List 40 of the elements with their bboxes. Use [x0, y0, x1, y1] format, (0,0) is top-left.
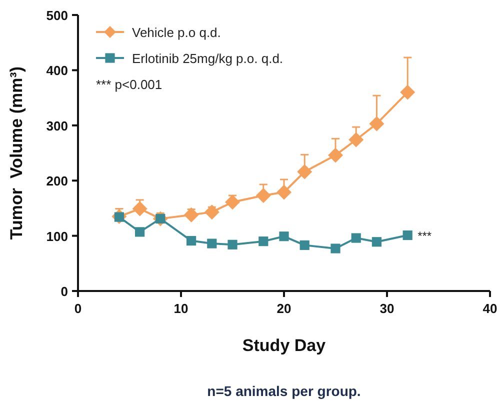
x-axis-title: Study Day — [242, 336, 326, 355]
point — [300, 240, 310, 250]
y-tick-label: 200 — [46, 174, 68, 189]
y-tick-label: 500 — [46, 8, 68, 23]
x-tick-label: 20 — [276, 301, 292, 316]
point — [297, 164, 312, 180]
legend-label: Erlotinib 25mg/kg p.o. q.d. — [132, 51, 284, 66]
y-axis-title: Tumor Volume (mm³) — [7, 66, 26, 240]
point — [330, 244, 340, 254]
y-tick-label: 0 — [60, 284, 68, 299]
point — [348, 132, 364, 148]
annotation: *** p<0.001 — [96, 77, 162, 92]
point — [228, 240, 238, 250]
point — [369, 116, 384, 132]
point — [402, 230, 412, 240]
point — [279, 232, 289, 242]
point — [186, 236, 196, 246]
x-tick-label: 30 — [380, 301, 394, 316]
point — [258, 236, 268, 246]
legend-label: Vehicle p.o q.d. — [132, 25, 221, 40]
y-tick-label: 300 — [46, 118, 68, 134]
point — [135, 227, 145, 237]
point — [184, 207, 199, 222]
point — [256, 188, 271, 204]
point — [276, 184, 292, 200]
point — [204, 204, 220, 220]
point — [207, 238, 217, 248]
point — [351, 233, 361, 243]
annotation: *** — [418, 229, 432, 244]
y-tick-label: 100 — [46, 228, 68, 244]
x-tick-label: 0 — [74, 301, 82, 316]
x-tick-label: 10 — [174, 301, 188, 316]
x-tick-label: 40 — [482, 301, 498, 316]
point — [372, 237, 382, 247]
y-tick-label: 400 — [46, 63, 68, 78]
point — [225, 194, 240, 210]
point — [132, 201, 148, 216]
point — [328, 148, 343, 163]
point — [400, 84, 416, 100]
text: n=5 animals per group. — [207, 383, 361, 399]
